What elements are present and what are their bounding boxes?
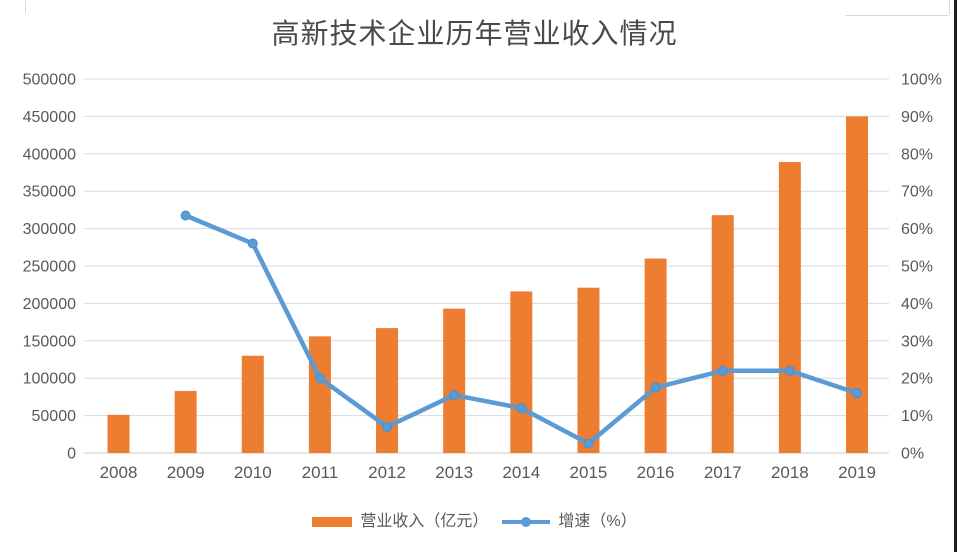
x-axis-tick-label: 2012 [368, 463, 406, 482]
right-axis-tick-label: 90% [901, 109, 933, 126]
x-axis-tick-label: 2010 [234, 463, 272, 482]
x-axis-tick-label: 2008 [100, 463, 138, 482]
x-axis-tick-label: 2011 [302, 463, 339, 482]
legend-label-revenue: 营业收入（亿元） [360, 513, 489, 530]
bar-2009[interactable] [174, 390, 197, 453]
legend-label-growth: 增速（%） [558, 513, 637, 530]
bar-2010[interactable] [241, 355, 264, 453]
x-axis-tick-label: 2014 [502, 463, 540, 482]
left-axis-tick-label: 300000 [23, 221, 76, 238]
right-axis-tick-label: 30% [901, 333, 933, 350]
growth-marker-2017[interactable] [717, 365, 728, 376]
right-axis-tick-label: 20% [901, 371, 933, 388]
left-axis-tick-label: 100000 [23, 371, 76, 388]
left-axis-tick-label: 400000 [23, 146, 76, 163]
worksheet-gridline-fragment [845, 15, 949, 16]
bar-2014[interactable] [510, 291, 533, 453]
growth-marker-2011[interactable] [314, 373, 325, 384]
legend: 营业收入（亿元） 增速（%） [0, 509, 949, 535]
bar-swatch-icon [312, 517, 353, 527]
x-axis-tick-label: 2013 [435, 463, 473, 482]
left-axis-tick-label: 150000 [23, 333, 76, 350]
bar-2017[interactable] [711, 215, 734, 453]
worksheet-gridline-fragment [25, 0, 26, 13]
growth-marker-2009[interactable] [180, 210, 191, 221]
left-axis-tick-label: 500000 [23, 72, 76, 89]
x-axis-tick-label: 2019 [838, 463, 876, 482]
right-axis-tick-label: 50% [901, 259, 933, 276]
chart-title: 高新技术企业历年营业收入情况 [271, 17, 678, 50]
bar-2011[interactable] [308, 336, 331, 453]
x-axis-tick-label: 2018 [771, 463, 809, 482]
right-axis-tick-label: 80% [901, 146, 933, 163]
x-axis-tick-label: 2009 [167, 463, 205, 482]
growth-marker-2012[interactable] [382, 421, 393, 432]
right-axis-tick-label: 40% [901, 296, 933, 313]
legend-item-revenue[interactable]: 营业收入（亿元） [312, 514, 488, 530]
bar-2015[interactable] [577, 287, 600, 453]
growth-marker-2015[interactable] [583, 438, 594, 449]
window-border [954, 0, 957, 552]
left-axis-tick-label: 250000 [23, 259, 76, 276]
worksheet-gridline-fragment [949, 0, 950, 15]
x-axis-tick-label: 2016 [637, 463, 675, 482]
bar-2008[interactable] [107, 414, 130, 453]
growth-marker-2013[interactable] [449, 390, 460, 401]
bar-2013[interactable] [443, 308, 466, 453]
right-axis-tick-label: 70% [901, 184, 933, 201]
right-axis-tick-label: 0% [901, 446, 924, 463]
growth-marker-2019[interactable] [852, 388, 862, 399]
growth-marker-2016[interactable] [650, 382, 661, 393]
bar-2016[interactable] [644, 258, 667, 453]
growth-marker-2010[interactable] [247, 238, 258, 249]
left-axis-tick-label: 350000 [23, 184, 76, 201]
right-axis-tick-label: 100% [901, 72, 942, 89]
left-axis-tick-label: 200000 [23, 296, 76, 313]
x-axis-tick-label: 2015 [570, 463, 608, 482]
right-axis-tick-label: 10% [901, 408, 933, 425]
left-axis-tick-label: 450000 [23, 109, 76, 126]
growth-marker-2018[interactable] [784, 365, 795, 376]
line-marker-swatch-icon [502, 517, 551, 527]
bar-2012[interactable] [376, 328, 399, 453]
bar-2019[interactable] [846, 116, 868, 454]
left-axis-tick-label: 50000 [32, 408, 77, 425]
legend-item-growth[interactable]: 增速（%） [502, 513, 637, 530]
left-axis-tick-label: 0 [67, 446, 76, 463]
x-axis-tick-label: 2017 [704, 463, 742, 482]
bar-2018[interactable] [778, 162, 801, 453]
growth-marker-2014[interactable] [516, 403, 527, 414]
right-axis-tick-label: 60% [901, 221, 933, 238]
